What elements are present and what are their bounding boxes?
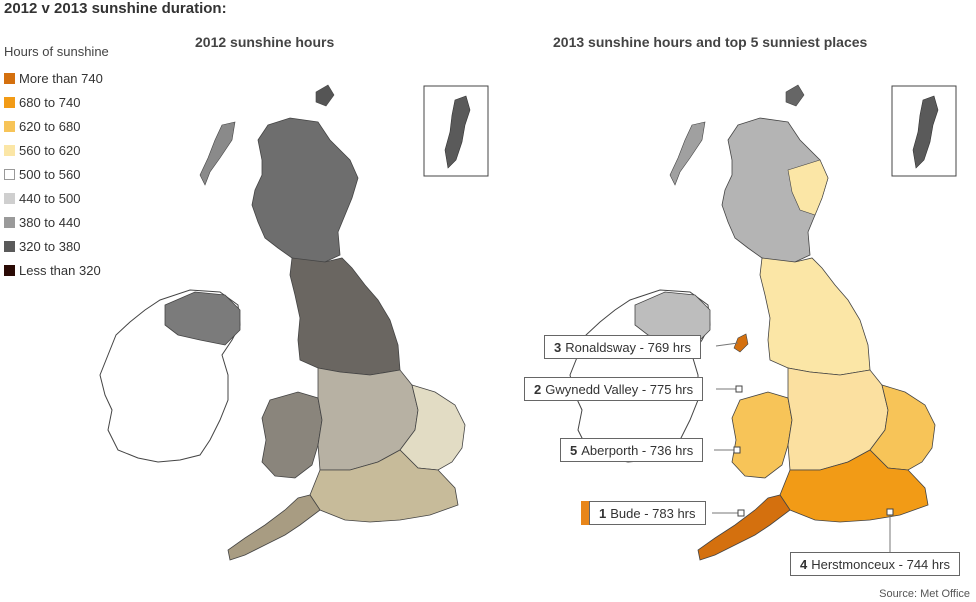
callout-text: Bude - 783 hrs [610,506,695,521]
callout-gwynedd-valley: 2 Gwynedd Valley - 775 hrs [524,377,703,401]
map-2012 [100,85,488,560]
callout-rank: 2 [534,382,541,397]
callout-rank: 1 [599,506,606,521]
callout-herstmonceux: 4 Herstmonceux - 744 hrs [790,552,960,576]
callout-rank: 5 [570,443,577,458]
callout-ronaldsway: 3 Ronaldsway - 769 hrs [544,335,701,359]
callout-text: Aberporth - 736 hrs [581,443,693,458]
callout-text: Gwynedd Valley - 775 hrs [545,382,693,397]
map-2013-western-isles [670,122,705,185]
map-2012-southwest [228,495,320,560]
callout-rank: 4 [800,557,807,572]
callout-rank: 3 [554,340,561,355]
callout-bude: 1 Bude - 783 hrs [589,501,706,525]
callout-text: Ronaldsway - 769 hrs [565,340,691,355]
map-2012-western-isles [200,122,235,185]
map-2013-north-england [760,258,870,375]
map-2012-scotland [252,118,358,262]
source-credit: Source: Met Office [879,588,970,600]
map-2013-wales [732,392,792,478]
map-2012-north-england [290,258,400,375]
map-2012-wales [262,392,322,478]
map-2013-orkney [786,85,804,106]
map-2013-southwest [698,495,790,560]
map-2013 [570,85,956,560]
callout-aberporth: 5 Aberporth - 736 hrs [560,438,703,462]
callout-text: Herstmonceux - 744 hrs [811,557,950,572]
map-2012-orkney [316,85,334,106]
